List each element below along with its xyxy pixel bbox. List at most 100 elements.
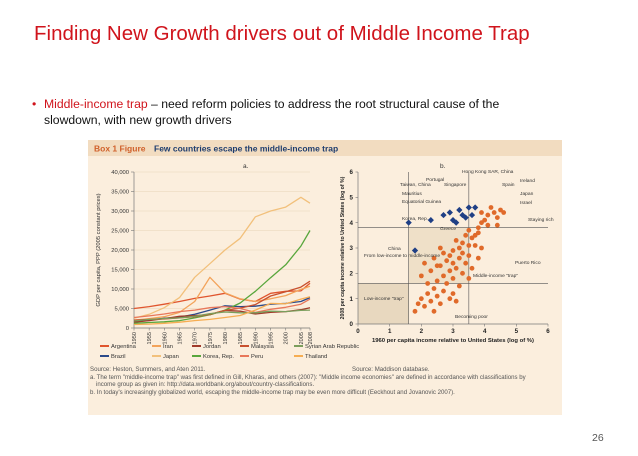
scatter-annotation: Becoming poor [455, 314, 488, 320]
scatter-point-other [415, 301, 421, 307]
x-tick-label: 1970 [193, 332, 199, 344]
scatter-point-other [460, 270, 465, 276]
scatter-point-other [431, 255, 437, 261]
x-tick-label: 3 [451, 328, 455, 335]
scatter-annotation: Spain [502, 182, 515, 188]
series-line-iran [133, 276, 311, 321]
legend-label: Iran [163, 344, 173, 350]
legend-label: Japan [163, 354, 179, 360]
scatter-point-other [450, 291, 456, 296]
y-tick-label: 10,000 [111, 287, 129, 293]
scatter-point-other [441, 273, 446, 279]
low-income-region [358, 283, 409, 324]
scatter-point-escapee [472, 204, 479, 211]
scatter-point-escapee [456, 206, 463, 214]
scatter-point-other [485, 222, 491, 228]
scatter-annotation: Equatorial Guinea [402, 199, 441, 205]
scatter-annotation: Ireland [520, 178, 535, 184]
figure-title: Few countries escape the middle-income t… [154, 144, 338, 154]
legend-label: Syrian Arab Republic [305, 344, 359, 350]
series-line-syrian-arab-republic [133, 309, 311, 322]
scatter-point-other [434, 293, 440, 299]
scatter-point-other [494, 222, 500, 228]
note-b: b. In today's increasingly globalized wo… [90, 388, 455, 396]
scatter-point-other [444, 281, 450, 286]
scatter-point-other [428, 298, 434, 304]
x-tick-label: 2000 [284, 332, 290, 344]
scatter-point-other [466, 227, 472, 233]
note-a-cont: income group as given in: http://data.wo… [96, 381, 315, 389]
x-tick-label: 2005 [299, 332, 305, 344]
scatter-point-other [466, 276, 472, 281]
scatter-point-other [479, 245, 484, 251]
scatter-point-escapee [465, 204, 472, 211]
scatter-annotation: Middle-income "trap" [473, 273, 518, 279]
y-tick-label: 4 [350, 220, 354, 227]
scatter-point-other [447, 253, 453, 258]
source-a: Source: Heston, Summers, and Aten 2011. [90, 366, 206, 373]
x-tick-label: 1960 [162, 332, 168, 344]
scatter-point-other [447, 268, 453, 274]
y-tick-label: 25,000 [111, 229, 129, 235]
y-tick-label: 3 [350, 245, 354, 252]
scatter-point-other [428, 268, 434, 274]
scatter-point-other [453, 238, 459, 243]
scatter-point-escapee [427, 217, 434, 224]
scatter-point-other [422, 260, 427, 266]
scatter-point-other [447, 296, 453, 302]
scatter-point-other [441, 250, 446, 256]
y-tick-label: 5 [350, 195, 354, 202]
legend-label: Jordan [203, 344, 221, 350]
scatter-point-escapee [468, 211, 476, 219]
scatter-point-other [412, 308, 418, 314]
scatter-point-other [460, 240, 465, 246]
legend-label: Argentina [111, 344, 137, 350]
panel-a-line-chart: 0 5,000 10,000 15,000 20,000 25,000 30,000 35,0… [96, 170, 359, 360]
panel-b-scatter-chart: 0 1 2 3 4 5 6 0 1 2 3 4 5 6 1960 per capita income rel… [340, 169, 554, 344]
scatter-point-other [456, 283, 462, 289]
x-tick-label: 1980 [223, 332, 229, 344]
x-tick-label: 2 [420, 328, 424, 335]
scatter-point-other [460, 250, 465, 256]
y-axis-label: 2008 per capita income relative to Unite… [340, 176, 346, 319]
scatter-point-other [431, 286, 437, 291]
scatter-point-other [479, 220, 484, 226]
scatter-point-other [437, 301, 443, 307]
scatter-annotation: Taiwan, China [400, 182, 431, 188]
y-tick-label: 20,000 [111, 248, 129, 254]
scatter-point-other [463, 232, 469, 238]
scatter-point-other [437, 245, 443, 251]
scatter-point-other [475, 225, 481, 231]
x-tick-label: 1 [388, 328, 392, 335]
scatter-point-other [501, 210, 507, 215]
y-tick-label: 5,000 [114, 307, 129, 313]
scatter-annotation: Japan [520, 191, 534, 197]
figure-header-band [88, 140, 562, 156]
middle-income-region [408, 227, 469, 284]
x-tick-label: 1985 [238, 332, 244, 344]
series-line-japan [133, 196, 311, 319]
scatter-point-other [469, 235, 475, 241]
scatter-point-other [434, 263, 440, 269]
x-tick-label: 1955 [147, 332, 153, 344]
scatter-point-other [466, 243, 472, 248]
scatter-point-other [475, 255, 481, 261]
x-tick-label: 1950 [132, 332, 138, 344]
scatter-point-other [469, 265, 475, 271]
figure-notes: Source: Heston, Summers, and Aten 2011. … [88, 366, 562, 396]
scatter-point-other [453, 298, 459, 304]
note-a: a. The term "middle-income trap" was fir… [90, 373, 526, 381]
y-axis-label: GDP per capita, PPP (2005 constant price… [96, 193, 102, 306]
x-tick-label: 1975 [208, 332, 214, 344]
scatter-annotation: Greece [440, 226, 456, 232]
legend-label: Thailand [305, 354, 327, 360]
bullet-text: Middle-income trap – need reform policie… [34, 96, 574, 128]
scatter-annotation: Mauritius [402, 191, 422, 197]
series-line-thailand [133, 296, 311, 326]
scatter-annotation: Low-income "trap" [364, 296, 404, 302]
x-tick-label: 2008 [308, 332, 314, 344]
scatter-point-other [456, 255, 462, 261]
scatter-point-other [456, 245, 462, 251]
bullet-point: • Middle-income trap – need reform polic… [32, 96, 574, 128]
y-tick-label: 40,000 [111, 170, 129, 176]
